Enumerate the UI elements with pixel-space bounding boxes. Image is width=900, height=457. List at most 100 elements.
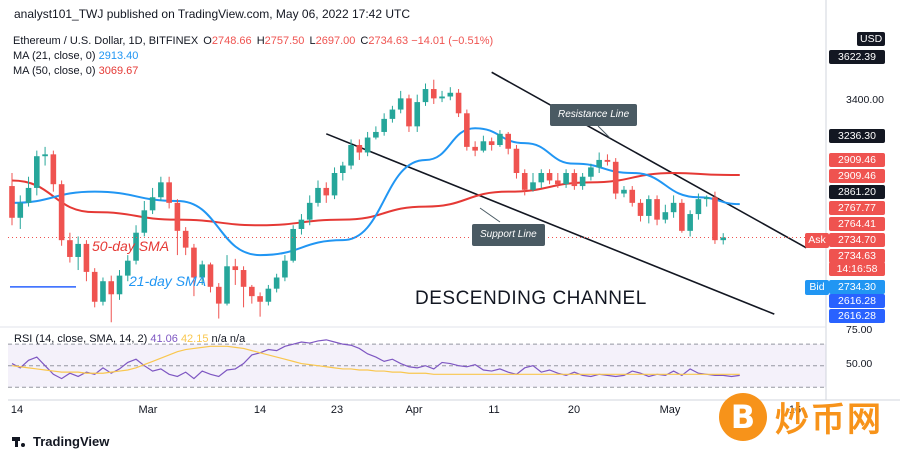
candle-body bbox=[182, 230, 189, 248]
candle bbox=[538, 169, 545, 188]
candle bbox=[273, 273, 280, 293]
close-value: 2734.63 bbox=[368, 35, 409, 47]
ma50-line bbox=[11, 171, 740, 227]
low-label: L bbox=[309, 35, 316, 47]
candle bbox=[703, 195, 710, 207]
candle-body bbox=[215, 286, 222, 304]
candle bbox=[182, 227, 189, 256]
candle-body bbox=[472, 146, 478, 151]
rsi-line bbox=[11, 339, 740, 380]
candle bbox=[654, 195, 660, 226]
candle bbox=[50, 150, 57, 192]
price-label-ask: 2734.70 bbox=[829, 233, 885, 247]
candle bbox=[207, 262, 214, 293]
candle bbox=[224, 255, 230, 306]
candle-body bbox=[480, 141, 487, 151]
rsi-sma-line bbox=[11, 345, 740, 375]
candle-body bbox=[199, 264, 206, 278]
candle bbox=[695, 193, 702, 220]
candle-body bbox=[100, 281, 106, 302]
candle bbox=[629, 186, 636, 207]
candle bbox=[25, 176, 32, 207]
candle bbox=[149, 187, 156, 215]
symbol-legend: Ethereum / U.S. Dollar, 1D, BITFINEX O27… bbox=[13, 34, 493, 79]
candle bbox=[133, 225, 139, 265]
candle-body bbox=[621, 189, 627, 194]
price-tick-3400: 3400.00 bbox=[846, 94, 884, 106]
candle-body bbox=[306, 202, 313, 220]
candle bbox=[232, 258, 239, 285]
candle-body bbox=[464, 113, 470, 147]
candle bbox=[116, 270, 123, 300]
candle-body bbox=[645, 199, 652, 216]
candle-body bbox=[265, 288, 272, 302]
symbol-name: Ethereum / U.S. Dollar, 1D, BITFINEX bbox=[13, 35, 199, 47]
candle-body bbox=[720, 237, 727, 241]
candle-body bbox=[257, 296, 263, 302]
candle-body bbox=[133, 232, 139, 261]
candle-body bbox=[58, 184, 65, 241]
candle bbox=[621, 186, 627, 198]
x-tick-may: May bbox=[659, 404, 681, 416]
candle bbox=[257, 292, 263, 317]
candle bbox=[670, 195, 677, 218]
candle-body bbox=[356, 145, 363, 153]
candle-body bbox=[447, 92, 454, 97]
ma21-legend: MA (21, close, 0) 2913.40 bbox=[13, 49, 493, 64]
ma50-chart-label: 50-day SMA bbox=[92, 238, 170, 254]
candle-body bbox=[397, 98, 404, 110]
candle-body bbox=[25, 187, 32, 203]
rsi-na-2: n/a bbox=[229, 333, 246, 345]
candle-body bbox=[124, 260, 131, 276]
candle-body bbox=[389, 109, 396, 119]
resistance-line-label: Resistance Line bbox=[550, 104, 638, 126]
candle-body bbox=[373, 131, 379, 138]
candle-body bbox=[612, 161, 619, 194]
candle bbox=[612, 158, 619, 200]
candle bbox=[340, 161, 346, 181]
candle-body bbox=[207, 264, 214, 287]
candle bbox=[67, 232, 73, 263]
candle-body bbox=[703, 197, 710, 200]
watermark-text: 炒币网 bbox=[775, 401, 883, 439]
candle bbox=[290, 225, 296, 263]
ma21-chart-label: 21-day SMA bbox=[129, 273, 207, 289]
candle bbox=[108, 275, 115, 323]
candle bbox=[430, 79, 437, 104]
ask-tab[interactable]: Ask bbox=[805, 233, 829, 248]
candle bbox=[42, 146, 48, 166]
candle bbox=[356, 139, 363, 160]
symbol-line: Ethereum / U.S. Dollar, 1D, BITFINEX O27… bbox=[13, 34, 493, 49]
candle bbox=[348, 139, 354, 170]
rsi-value: 41.06 bbox=[150, 333, 178, 345]
price-label-2861: 2861.20 bbox=[829, 185, 885, 199]
change-value: −14.01 (−0.51%) bbox=[411, 35, 494, 47]
candle bbox=[497, 130, 503, 147]
close-label: C bbox=[360, 35, 369, 47]
candle bbox=[83, 240, 90, 282]
candle bbox=[488, 137, 495, 151]
high-value: 2757.50 bbox=[264, 35, 305, 47]
watermark: B 炒币网 bbox=[719, 392, 883, 441]
low-value: 2697.00 bbox=[315, 35, 356, 47]
price-label-ma50-b: 2909.46 bbox=[829, 169, 885, 183]
candle-body bbox=[546, 173, 553, 181]
tradingview-footer[interactable]: TradingView bbox=[12, 434, 109, 449]
bid-tab[interactable]: Bid bbox=[805, 280, 829, 295]
candle-body bbox=[191, 247, 197, 278]
candle bbox=[604, 154, 611, 166]
candle bbox=[571, 169, 578, 190]
candle-body bbox=[455, 92, 462, 114]
candle bbox=[406, 94, 412, 132]
candle bbox=[323, 182, 330, 203]
candle bbox=[687, 210, 693, 237]
support-line-label: Support Line bbox=[472, 224, 545, 246]
candle-body bbox=[588, 167, 594, 177]
rsi-pane bbox=[8, 339, 826, 388]
candle bbox=[174, 199, 181, 256]
currency-badge[interactable]: USD bbox=[857, 32, 886, 46]
ma21-label: MA (21, close, 0) bbox=[13, 50, 96, 62]
candle-body bbox=[67, 240, 73, 257]
price-label-last: 2734.63 bbox=[829, 249, 885, 263]
